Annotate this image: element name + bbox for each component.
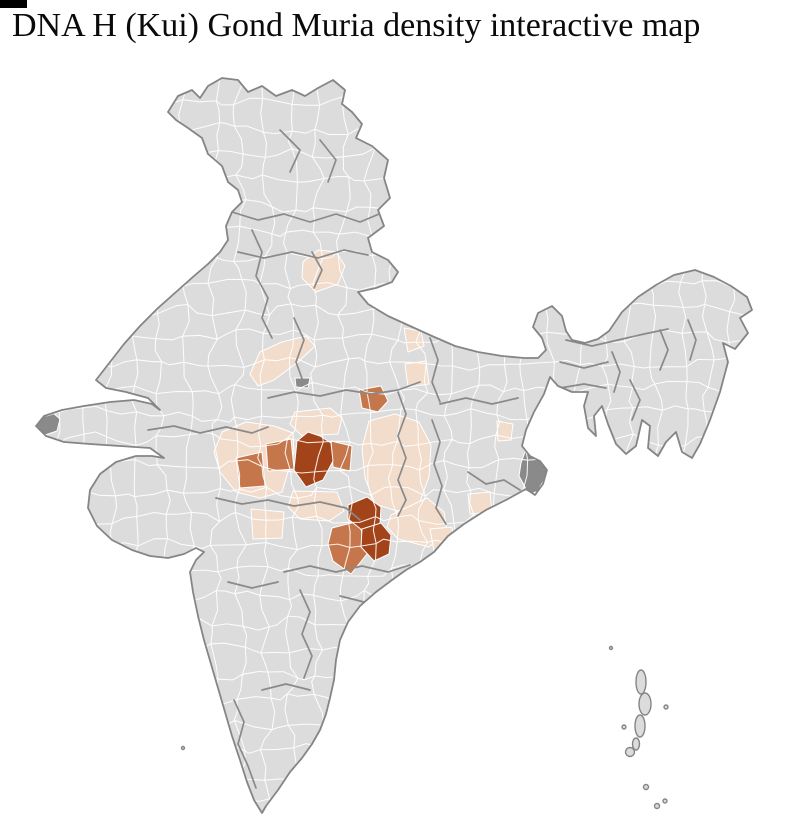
island-shape[interactable] <box>662 798 668 804</box>
density-region-nw-maharashtra[interactable] <box>250 508 285 540</box>
density-region-north-up-2[interactable] <box>404 360 430 388</box>
island-shape[interactable] <box>631 737 641 751</box>
island-shape[interactable] <box>180 745 186 751</box>
island-shape[interactable] <box>608 645 614 651</box>
density-region-malwa-mid-east[interactable] <box>265 438 295 472</box>
island-shape[interactable] <box>635 669 647 695</box>
density-region-andhra-coastal-2[interactable] <box>429 526 456 552</box>
island-shape[interactable] <box>624 746 636 758</box>
density-region-north-betul[interactable] <box>289 407 343 437</box>
island-shape[interactable] <box>634 714 646 738</box>
island-shape[interactable] <box>663 704 669 710</box>
island-shape[interactable] <box>642 783 650 791</box>
island-shape[interactable] <box>621 724 627 730</box>
andaman-nicobar-islands[interactable] <box>180 645 669 810</box>
map-title: DNA H (Kui) Gond Muria density interacti… <box>12 7 701 44</box>
state-borders <box>147 129 697 789</box>
density-region-malwa-mid-west[interactable] <box>235 451 266 489</box>
island-shape[interactable] <box>638 692 652 716</box>
density-region-coastal-gray[interactable] <box>447 537 466 557</box>
density-region-odisha-south[interactable] <box>467 491 493 515</box>
island-shape[interactable] <box>653 802 661 810</box>
corner-artifact <box>0 0 27 8</box>
